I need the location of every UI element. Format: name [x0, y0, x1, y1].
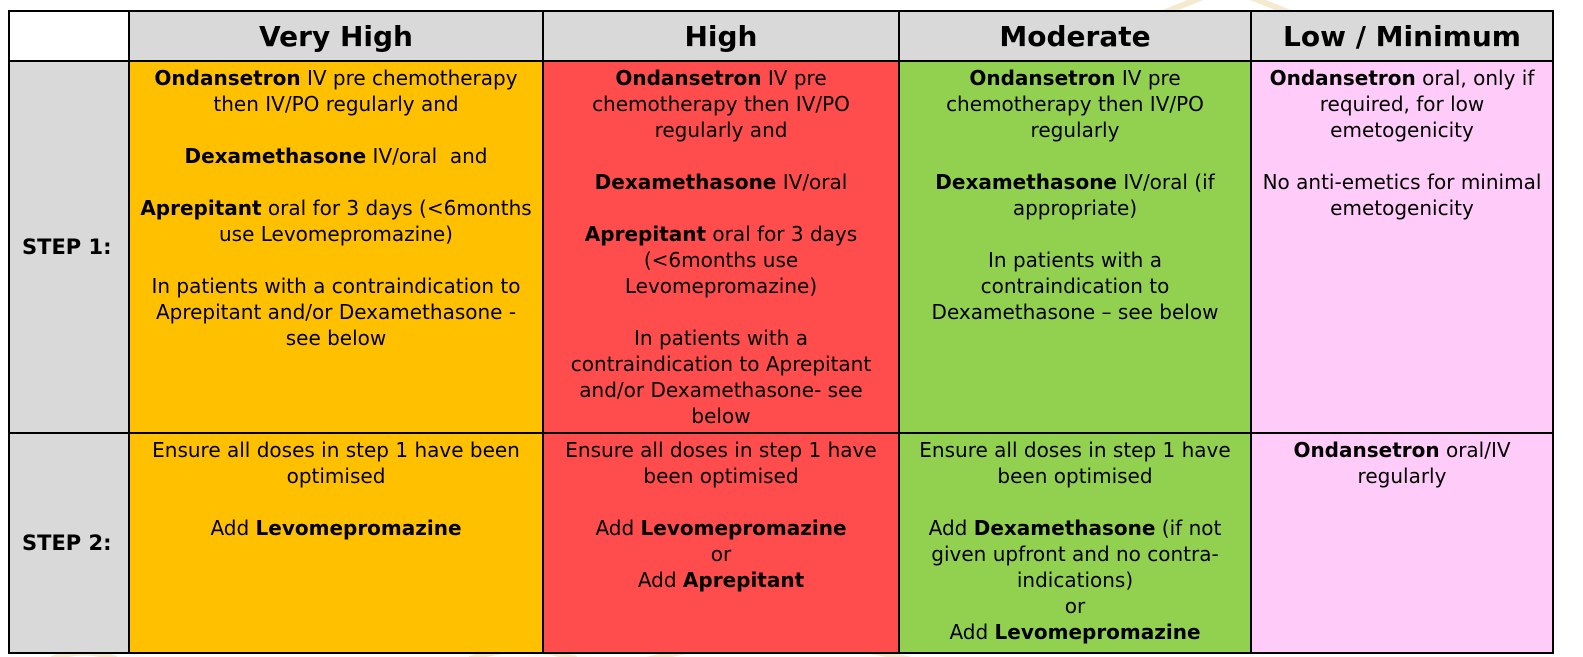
drug-name: Ondansetron: [154, 66, 301, 90]
cell-paragraph: Ensure all doses in step 1 have been opt…: [552, 437, 890, 489]
header-row: Very High High Moderate Low / Minimum: [8, 10, 1554, 62]
cell-step-1-high: Ondansetron IV pre chemotherapy then IV/…: [542, 60, 900, 434]
cell-step-2-high: Ensure all doses in step 1 have been opt…: [542, 432, 900, 654]
cell-text: Add: [949, 620, 995, 644]
drug-name: Ondansetron: [1293, 438, 1440, 462]
cell-text: IV/oral: [776, 170, 848, 194]
cell-paragraph: Ondansetron IV pre chemotherapy then IV/…: [908, 65, 1242, 143]
cell-paragraph: Dexamethasone IV/oral (if appropriate): [908, 169, 1242, 221]
cell-text: IV pre chemotherapy then IV/PO regularly…: [213, 66, 524, 116]
cell-paragraph: In patients with a contraindication to A…: [138, 273, 534, 351]
cell-text: No anti-emetics for minimal emetogenicit…: [1262, 170, 1548, 220]
drug-name: Aprepitant: [584, 222, 707, 246]
drug-name: Ondansetron: [1269, 66, 1416, 90]
cell-paragraph: Add Aprepitant: [552, 567, 890, 593]
cell-text: Add: [928, 516, 974, 540]
cell-paragraph: Add Levomepromazine: [138, 515, 534, 541]
cell-step-2-low-minimum: Ondansetron oral/IV regularly: [1250, 432, 1554, 654]
cell-paragraph: Add Levomepromazine: [908, 619, 1242, 645]
table-row-step-2: STEP 2: Ensure all doses in step 1 have b…: [8, 432, 1554, 654]
cell-paragraph: No anti-emetics for minimal emetogenicit…: [1260, 169, 1544, 221]
cell-blank-line: [138, 117, 534, 143]
cell-text: IV pre chemotherapy then IV/PO regularly: [946, 66, 1211, 142]
cell-paragraph: Ensure all doses in step 1 have been opt…: [908, 437, 1242, 489]
cell-paragraph: Add Levomepromazine: [552, 515, 890, 541]
cell-text: Ensure all doses in step 1 have been opt…: [565, 438, 884, 488]
row-label-step-2: STEP 2:: [8, 432, 130, 654]
cell-paragraph: or: [908, 593, 1242, 619]
drug-name: Dexamethasone: [935, 170, 1117, 194]
cell-paragraph: Ondansetron oral, only if required, for …: [1260, 65, 1544, 143]
drug-name: Ondansetron: [969, 66, 1116, 90]
drug-name: Levomepromazine: [640, 516, 847, 540]
column-header-very-high: Very High: [128, 10, 544, 62]
cell-text: IV/oral (if appropriate): [1012, 170, 1222, 220]
cell-blank-line: [552, 489, 890, 515]
column-header-high: High: [542, 10, 900, 62]
cell-paragraph: Add Dexamethasone (if not given upfront …: [908, 515, 1242, 593]
cell-step-2-very-high: Ensure all doses in step 1 have been opt…: [128, 432, 544, 654]
cell-text: (if not given upfront and no contra-indi…: [931, 516, 1228, 592]
cell-blank-line: [552, 299, 890, 325]
cell-paragraph: In patients with a contraindication to D…: [908, 247, 1242, 325]
cell-blank-line: [138, 169, 534, 195]
cell-step-2-moderate: Ensure all doses in step 1 have been opt…: [898, 432, 1252, 654]
cell-blank-line: [138, 247, 534, 273]
cell-paragraph: or: [552, 541, 890, 567]
cell-text: Add: [637, 568, 683, 592]
cell-blank-line: [138, 489, 534, 515]
emetogenicity-table: Very High High Moderate Low / Minimum ST…: [8, 10, 1554, 654]
cell-text: Ensure all doses in step 1 have been opt…: [919, 438, 1238, 488]
cell-paragraph: Dexamethasone IV/oral: [552, 169, 890, 195]
cell-paragraph: Ondansetron IV pre chemotherapy then IV/…: [552, 65, 890, 143]
cell-paragraph: Ondansetron oral/IV regularly: [1260, 437, 1544, 489]
cell-paragraph: Ondansetron IV pre chemotherapy then IV/…: [138, 65, 534, 117]
table-row-step-1: STEP 1: Ondansetron IV pre chemotherapy t…: [8, 60, 1554, 434]
cell-step-1-low-minimum: Ondansetron oral, only if required, for …: [1250, 60, 1554, 434]
cell-step-1-very-high: Ondansetron IV pre chemotherapy then IV/…: [128, 60, 544, 434]
cell-text: Add: [595, 516, 641, 540]
cell-blank-line: [908, 143, 1242, 169]
cell-text: oral for 3 days (<6months use Levomeprom…: [218, 196, 539, 246]
cell-text: In patients with a contraindication to D…: [931, 248, 1219, 324]
table-body: STEP 1: Ondansetron IV pre chemotherapy t…: [8, 60, 1554, 654]
cell-blank-line: [1260, 143, 1544, 169]
drug-name: Aprepitant: [140, 196, 262, 220]
cell-text: or: [710, 542, 732, 566]
cell-paragraph: Dexamethasone IV/oral and: [138, 143, 534, 169]
corner-cell: [8, 10, 130, 62]
cell-text: oral, only if required, for low emetogen…: [1319, 66, 1541, 142]
drug-name: Ondansetron: [615, 66, 762, 90]
cell-text: Ensure all doses in step 1 have been opt…: [152, 438, 527, 488]
cell-paragraph: Aprepitant oral for 3 days (<6months use…: [552, 221, 890, 299]
cell-text: oral/IV regularly: [1357, 438, 1517, 488]
row-label-step-1: STEP 1:: [8, 60, 130, 434]
drug-name: Dexamethasone: [184, 144, 367, 168]
drug-name: Dexamethasone: [594, 170, 777, 194]
column-header-low-minimum: Low / Minimum: [1250, 10, 1554, 62]
cell-text: or: [1064, 594, 1086, 618]
cell-paragraph: Ensure all doses in step 1 have been opt…: [138, 437, 534, 489]
cell-step-1-moderate: Ondansetron IV pre chemotherapy then IV/…: [898, 60, 1252, 434]
cell-blank-line: [908, 221, 1242, 247]
cell-blank-line: [552, 195, 890, 221]
cell-text: IV pre chemotherapy then IV/PO regularly…: [592, 66, 857, 142]
cell-text: oral for 3 days (<6months use Levomeprom…: [624, 222, 864, 298]
cell-text: Add: [210, 516, 256, 540]
drug-name: Aprepitant: [682, 568, 805, 592]
drug-name: Levomepromazine: [994, 620, 1201, 644]
cell-text: In patients with a contraindication to A…: [570, 326, 878, 428]
drug-name: Levomepromazine: [255, 516, 462, 540]
cell-text: In patients with a contraindication to A…: [151, 274, 527, 350]
cell-paragraph: In patients with a contraindication to A…: [552, 325, 890, 429]
cell-text: IV/oral and: [366, 144, 488, 168]
cell-blank-line: [908, 489, 1242, 515]
cell-blank-line: [552, 143, 890, 169]
drug-name: Dexamethasone: [973, 516, 1156, 540]
cell-paragraph: Aprepitant oral for 3 days (<6months use…: [138, 195, 534, 247]
column-header-moderate: Moderate: [898, 10, 1252, 62]
